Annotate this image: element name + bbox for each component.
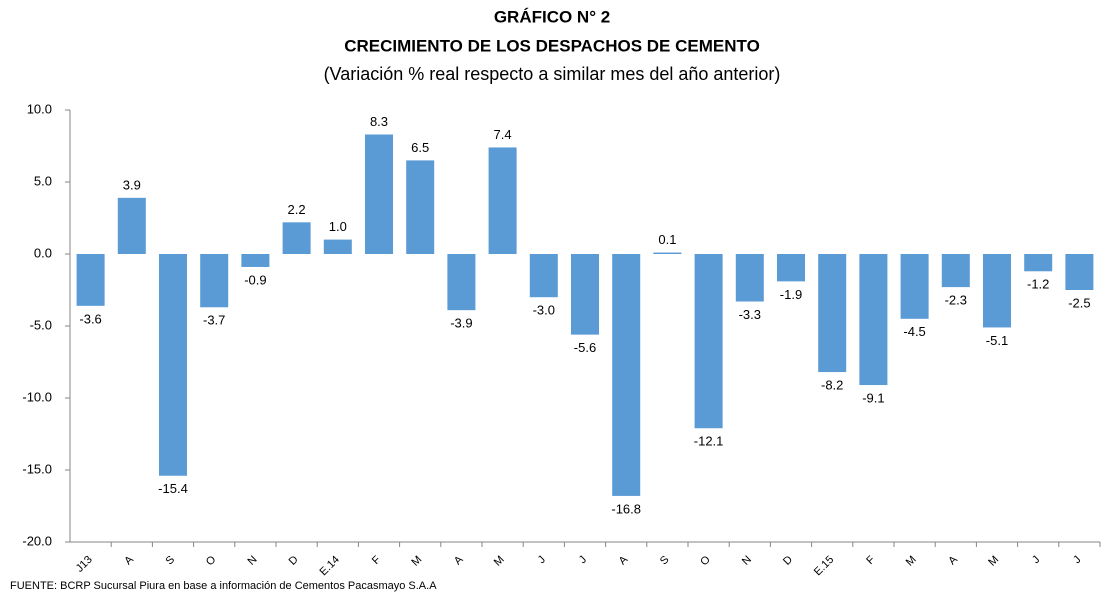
value-label: 1.0 — [329, 219, 347, 234]
x-tick-label: S — [658, 554, 672, 568]
bar — [859, 254, 888, 386]
value-label: 7.4 — [494, 127, 512, 142]
value-label: -2.5 — [1068, 295, 1090, 310]
value-label: -3.0 — [533, 303, 555, 318]
bar — [612, 254, 641, 496]
bar — [735, 254, 764, 302]
axis-title: (Variación % real respecto a similar mes… — [324, 64, 781, 84]
chart-title: GRÁFICO N° 2 — [494, 7, 610, 26]
x-tick-label: F — [370, 554, 383, 567]
x-tick-label: J13 — [74, 554, 95, 575]
y-tick-label: 10.0 — [27, 101, 52, 116]
value-label: 8.3 — [370, 114, 388, 129]
y-tick-label: 0.0 — [34, 245, 52, 260]
bar — [818, 254, 847, 373]
value-label: -0.9 — [244, 272, 266, 287]
bar — [406, 160, 435, 254]
source-note: FUENTE: BCRP Sucursal Piura en base a in… — [10, 580, 437, 592]
value-label: -8.2 — [821, 378, 843, 393]
value-label: 6.5 — [411, 140, 429, 155]
bar — [570, 254, 600, 335]
bar — [776, 254, 806, 282]
bar — [282, 222, 311, 254]
value-label: -5.1 — [986, 333, 1008, 348]
bar — [1024, 254, 1053, 272]
x-tick-label: D — [781, 554, 795, 568]
bar — [488, 147, 517, 254]
bar — [323, 239, 352, 254]
value-label: -3.6 — [79, 311, 101, 326]
value-label: 3.9 — [123, 177, 141, 192]
x-tick-label: E.14 — [317, 554, 341, 578]
y-tick-label: -5.0 — [30, 317, 52, 332]
x-tick-label: J — [577, 554, 589, 566]
value-label: -1.9 — [780, 287, 802, 302]
value-label: -3.9 — [450, 316, 472, 331]
value-label: -2.3 — [945, 293, 967, 308]
bar — [364, 134, 394, 254]
y-tick-label: 5.0 — [34, 173, 52, 188]
bar — [117, 197, 146, 254]
value-label: -1.2 — [1027, 277, 1049, 292]
value-label: -4.5 — [903, 324, 925, 339]
value-label: -3.7 — [203, 313, 225, 328]
x-tick-label: A — [617, 553, 631, 567]
bar — [76, 254, 105, 306]
value-label: -15.4 — [158, 481, 188, 496]
x-tick-label: J — [1071, 554, 1083, 566]
bar — [158, 254, 188, 476]
value-label: -5.6 — [574, 340, 596, 355]
chart-subtitle: CRECIMIENTO DE LOS DESPACHOS DE CEMENTO — [344, 36, 760, 55]
value-label: -9.1 — [862, 390, 884, 405]
bar — [694, 254, 723, 429]
x-tick-label: O — [204, 553, 219, 568]
y-tick-label: -20.0 — [22, 533, 52, 548]
y-tick-label: -10.0 — [22, 389, 52, 404]
value-label: 0.1 — [658, 232, 676, 247]
x-tick-label: J — [536, 554, 548, 566]
y-tick-label: -15.0 — [22, 461, 52, 476]
bar — [200, 254, 229, 308]
x-tick-label: M — [904, 554, 919, 569]
bar — [982, 254, 1012, 328]
value-label: -3.3 — [739, 307, 761, 322]
bar — [447, 254, 476, 311]
x-tick-label: F — [864, 554, 877, 567]
x-tick-label: E.15 — [812, 554, 836, 578]
bar — [241, 254, 270, 267]
x-tick-label: M — [409, 554, 424, 569]
bar — [653, 252, 682, 254]
x-tick-label: O — [698, 553, 713, 568]
x-tick-label: A — [452, 553, 466, 567]
bar — [1065, 254, 1094, 290]
x-tick-label: J — [1030, 554, 1042, 566]
value-label: -16.8 — [611, 501, 641, 516]
value-label: -12.1 — [694, 434, 724, 449]
bar — [941, 254, 970, 288]
value-label: 2.2 — [288, 202, 306, 217]
x-tick-label: A — [946, 553, 960, 567]
x-tick-label: A — [122, 553, 136, 567]
x-tick-label: N — [245, 554, 259, 568]
x-tick-label: S — [163, 554, 177, 568]
bar — [529, 254, 558, 298]
x-tick-label: D — [287, 554, 301, 568]
x-tick-label: M — [986, 554, 1001, 569]
bar — [900, 254, 929, 319]
x-tick-label: M — [492, 554, 507, 569]
x-tick-label: N — [740, 554, 754, 568]
